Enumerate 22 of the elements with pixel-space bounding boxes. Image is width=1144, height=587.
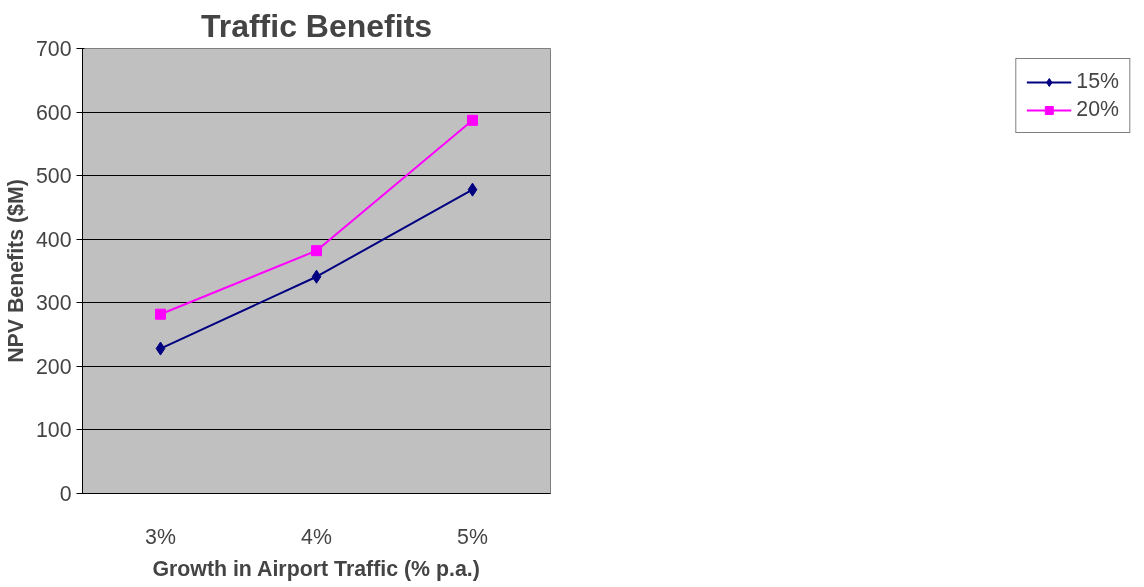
y-tick-label: 700 <box>35 37 72 61</box>
point <box>311 269 322 284</box>
point <box>467 182 478 197</box>
y-tick-label: 400 <box>35 227 72 252</box>
legend-label: 15% <box>1076 69 1119 94</box>
x-axis-title: Growth in Airport Traffic (% p.a.) <box>152 556 480 581</box>
y-tick-label: 100 <box>35 418 72 443</box>
y-tick-label: 500 <box>35 164 72 189</box>
y-axis-title: NPV Benefits ($M) <box>3 179 28 363</box>
x-tick-label: 3% <box>145 524 176 549</box>
legend-label: 20% <box>1076 97 1119 122</box>
point <box>155 341 166 356</box>
point <box>155 308 166 320</box>
x-tick-label: 5% <box>457 524 488 549</box>
x-tick-label: 4% <box>301 524 332 549</box>
y-tick-label: 200 <box>35 354 72 379</box>
y-tick-label: 0 <box>59 482 72 506</box>
y-tick-label: 300 <box>35 291 72 316</box>
y-tick-label: 600 <box>35 100 72 125</box>
chart-title: Traffic Benefits <box>200 7 433 44</box>
point <box>467 114 478 126</box>
point <box>311 245 322 257</box>
